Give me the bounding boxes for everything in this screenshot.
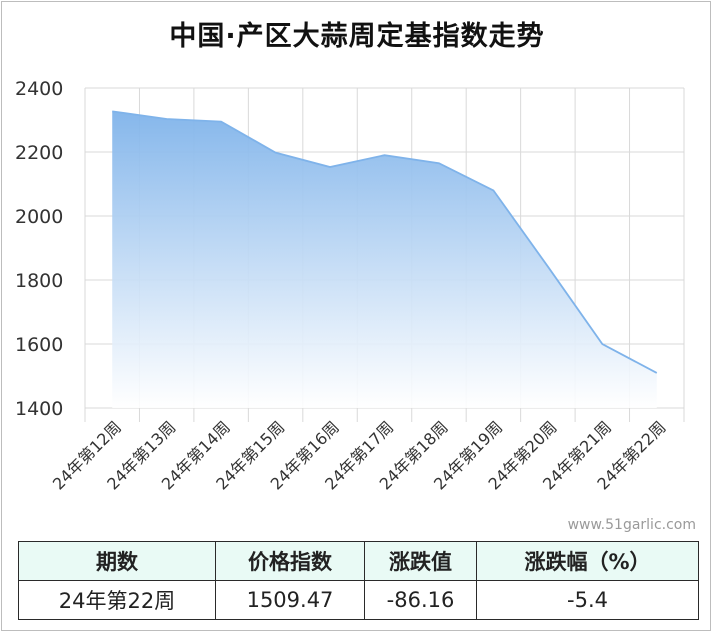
cell-change-value: -86.16 — [364, 580, 477, 620]
header-change-percent: 涨跌幅（%） — [476, 541, 699, 581]
area-series — [112, 110, 658, 409]
area-chart: 1400 1600 1800 2000 2200 2400 24年第12周24年第13周2… — [15, 78, 685, 494]
y-tick-label: 1600 — [15, 334, 63, 356]
header-price-index: 价格指数 — [215, 541, 365, 581]
watermark: www.51garlic.com — [567, 517, 696, 533]
summary-data-row: 24年第22周 1509.47 -86.16 -5.4 — [18, 580, 699, 620]
header-period: 期数 — [18, 541, 216, 581]
y-tick-label: 2200 — [15, 142, 63, 164]
header-change-value: 涨跌值 — [364, 541, 477, 581]
x-axis: 24年第12周24年第13周24年第14周24年第15周24年第16周24年第1… — [49, 417, 670, 493]
summary-header-row: 期数 价格指数 涨跌值 涨跌幅（%） — [18, 541, 699, 581]
summary-table: 期数 价格指数 涨跌值 涨跌幅（%） 24年第22周 1509.47 -86.1… — [18, 541, 699, 620]
y-tick-label: 2000 — [15, 206, 63, 228]
y-tick-label: 1800 — [15, 270, 63, 292]
cell-period: 24年第22周 — [18, 580, 216, 620]
y-tick-label: 2400 — [15, 78, 63, 100]
y-axis: 1400 1600 1800 2000 2200 2400 — [15, 78, 63, 420]
chart-title: 中国·产区大蒜周定基指数走势 — [169, 21, 545, 52]
cell-change-percent: -5.4 — [476, 580, 699, 620]
y-tick-label: 1400 — [15, 398, 63, 420]
area-fill — [112, 111, 657, 409]
cell-price-index: 1509.47 — [215, 580, 365, 620]
